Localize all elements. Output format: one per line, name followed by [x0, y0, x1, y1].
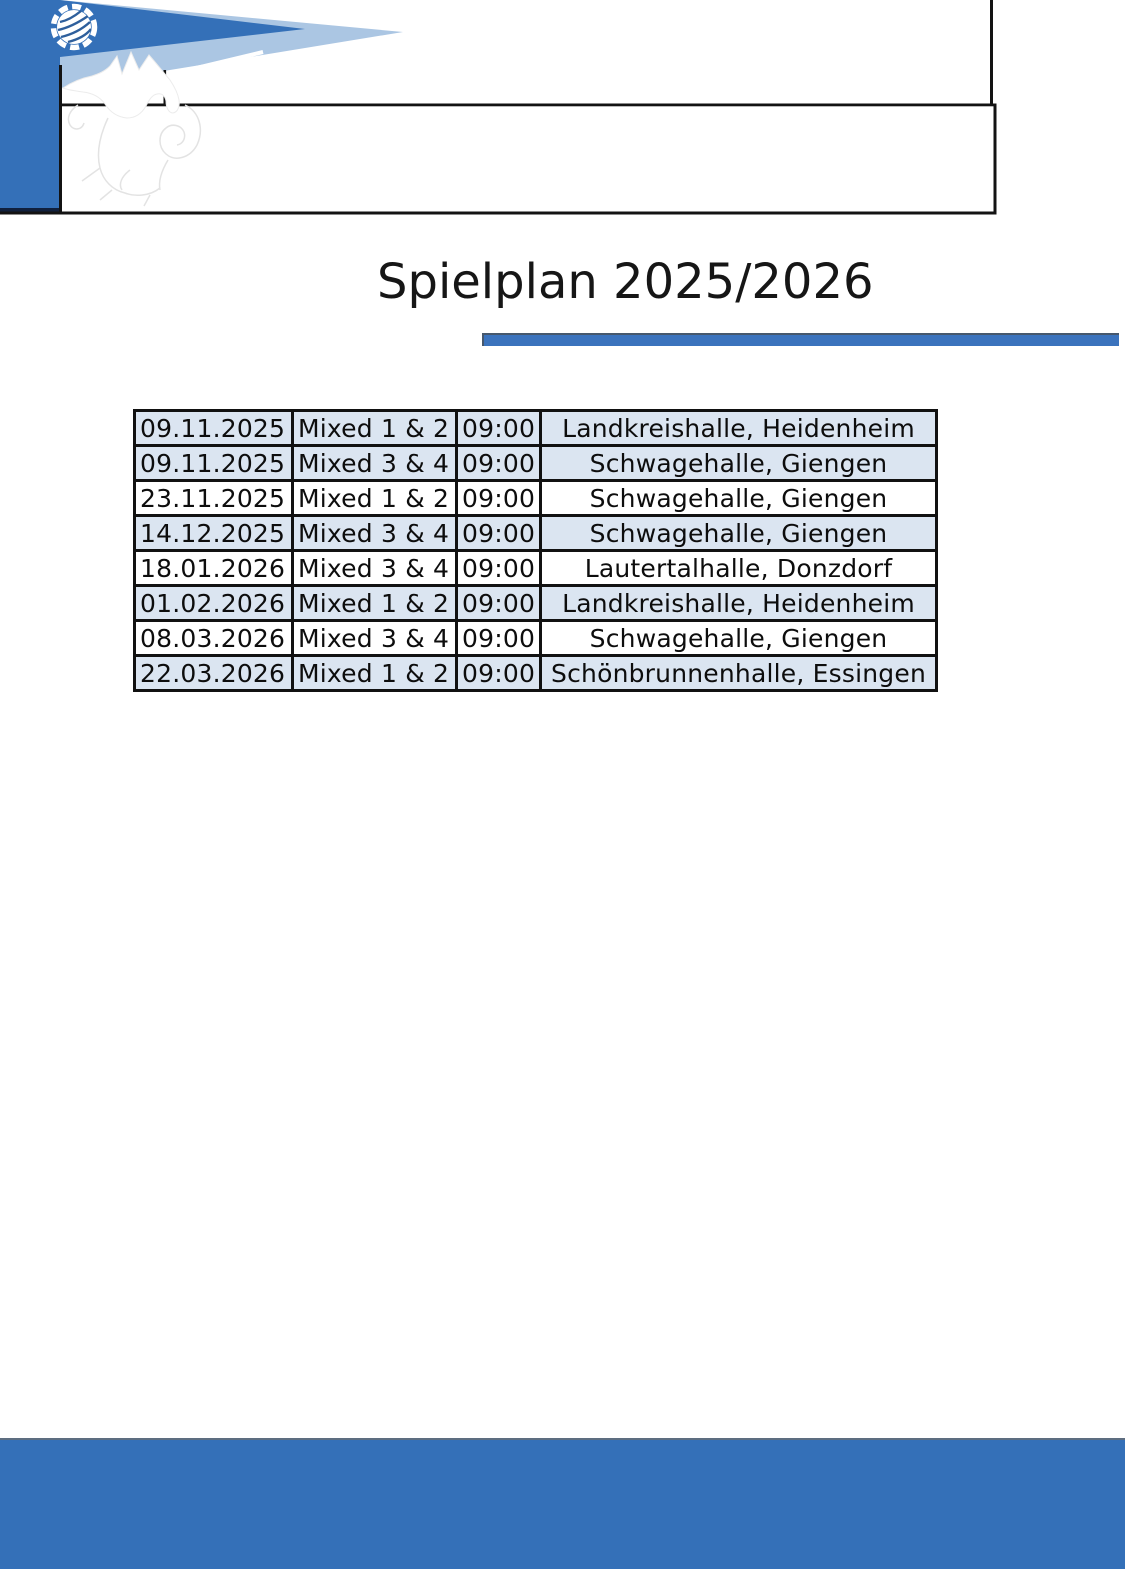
teams-cell: Mixed 1 & 2	[291, 409, 458, 447]
volleyball-icon	[50, 3, 98, 51]
time-cell: 09:00	[455, 619, 542, 657]
table-row: 22.03.2026 Mixed 1 & 2 09:00 Schönbrunne…	[133, 654, 938, 692]
table-row: 23.11.2025 Mixed 1 & 2 09:00 Schwagehall…	[133, 479, 938, 517]
schedule-table: 09.11.2025 Mixed 1 & 2 09:00 Landkreisha…	[133, 409, 938, 692]
teams-cell: Mixed 3 & 4	[291, 549, 458, 587]
time-cell: 09:00	[455, 549, 542, 587]
header-banner	[0, 0, 997, 215]
table-row: 01.02.2026 Mixed 1 & 2 09:00 Landkreisha…	[133, 584, 938, 622]
teams-cell: Mixed 1 & 2	[291, 479, 458, 517]
teams-cell: Mixed 3 & 4	[291, 444, 458, 482]
title-underline-bar	[482, 333, 1119, 346]
venue-cell: Schwagehalle, Giengen	[539, 619, 938, 657]
venue-cell: Schönbrunnenhalle, Essingen	[539, 654, 938, 692]
table-row: 09.11.2025 Mixed 1 & 2 09:00 Landkreisha…	[133, 409, 938, 447]
teams-cell: Mixed 1 & 2	[291, 654, 458, 692]
teams-cell: Mixed 3 & 4	[291, 619, 458, 657]
lion-watermark-icon	[61, 50, 264, 207]
date-cell: 09.11.2025	[133, 444, 294, 482]
footer-bar	[0, 1438, 1125, 1569]
venue-cell: Lautertalhalle, Donzdorf	[539, 549, 938, 587]
venue-cell: Landkreishalle, Heidenheim	[539, 584, 938, 622]
table-row: 08.03.2026 Mixed 3 & 4 09:00 Schwagehall…	[133, 619, 938, 657]
venue-cell: Landkreishalle, Heidenheim	[539, 409, 938, 447]
time-cell: 09:00	[455, 654, 542, 692]
brand-block-shadow	[0, 208, 60, 212]
date-cell: 14.12.2025	[133, 514, 294, 552]
time-cell: 09:00	[455, 584, 542, 622]
date-cell: 08.03.2026	[133, 619, 294, 657]
table-row: 18.01.2026 Mixed 3 & 4 09:00 Lautertalha…	[133, 549, 938, 587]
table-row: 09.11.2025 Mixed 3 & 4 09:00 Schwagehall…	[133, 444, 938, 482]
date-cell: 22.03.2026	[133, 654, 294, 692]
teams-cell: Mixed 1 & 2	[291, 584, 458, 622]
venue-cell: Schwagehalle, Giengen	[539, 444, 938, 482]
time-cell: 09:00	[455, 514, 542, 552]
teams-cell: Mixed 3 & 4	[291, 514, 458, 552]
time-cell: 09:00	[455, 444, 542, 482]
venue-cell: Schwagehalle, Giengen	[539, 514, 938, 552]
table-row: 14.12.2025 Mixed 3 & 4 09:00 Schwagehall…	[133, 514, 938, 552]
date-cell: 18.01.2026	[133, 549, 294, 587]
date-cell: 23.11.2025	[133, 479, 294, 517]
time-cell: 09:00	[455, 409, 542, 447]
brand-block	[0, 0, 60, 212]
lance-line	[187, 50, 264, 72]
time-cell: 09:00	[455, 479, 542, 517]
date-cell: 09.11.2025	[133, 409, 294, 447]
venue-cell: Schwagehalle, Giengen	[539, 479, 938, 517]
page-title: Spielplan 2025/2026	[377, 254, 874, 310]
date-cell: 01.02.2026	[133, 584, 294, 622]
